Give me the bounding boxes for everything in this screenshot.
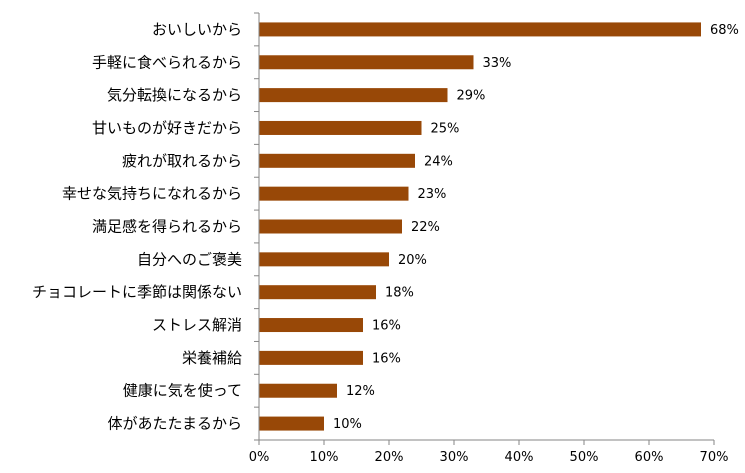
category-label: 手軽に食べられるから: [92, 53, 242, 71]
category-label: 健康に気を使って: [123, 382, 242, 400]
x-tick-label: 0%: [249, 450, 270, 465]
bar: [259, 22, 701, 37]
bar: [259, 350, 363, 365]
x-tick-label: 40%: [505, 450, 534, 465]
bar: [259, 252, 389, 267]
bar: [259, 55, 474, 70]
category-label: 疲れが取れるから: [122, 152, 242, 170]
bar: [259, 285, 376, 300]
value-label: 23%: [418, 187, 447, 202]
value-label: 29%: [457, 89, 486, 104]
bar: [259, 88, 448, 103]
value-label: 24%: [424, 154, 453, 169]
value-label: 18%: [385, 286, 414, 301]
x-tick-label: 70%: [700, 450, 729, 465]
category-label: ストレス解消: [152, 316, 242, 334]
bar: [259, 120, 422, 135]
axes: おいしいから手軽に食べられるから気分転換になるから甘いものが好きだから疲れが取れ…: [32, 12, 729, 465]
bar: [259, 318, 363, 333]
category-label: 甘いものが好きだから: [92, 119, 242, 137]
value-label: 10%: [333, 417, 362, 432]
value-label: 33%: [483, 56, 512, 71]
category-label: 幸せな気持ちになれるから: [62, 185, 242, 203]
x-tick-label: 20%: [375, 450, 404, 465]
category-label: 気分転換になるから: [107, 86, 242, 104]
value-label: 25%: [431, 121, 460, 136]
value-label: 68%: [710, 23, 739, 38]
value-label: 20%: [398, 253, 427, 268]
bar: [259, 153, 415, 168]
bar: [259, 383, 337, 398]
x-tick-label: 50%: [570, 450, 599, 465]
x-tick-label: 30%: [440, 450, 469, 465]
bars: 68% 33% 29% 25% 24% 23% 22% 20% 18% 16% 16% 12% 10%: [259, 22, 739, 432]
value-label: 12%: [346, 384, 375, 399]
category-label: 体があたたまるから: [107, 415, 242, 433]
value-label: 16%: [372, 319, 401, 334]
bar: [259, 186, 409, 201]
value-label: 22%: [411, 220, 440, 235]
category-label: おいしいから: [152, 20, 242, 38]
category-label: 栄養補給: [182, 349, 242, 367]
bar: [259, 219, 402, 234]
category-label: チョコレートに季節は関係ない: [32, 283, 242, 301]
bar: [259, 416, 324, 431]
x-tick-label: 60%: [635, 450, 664, 465]
category-label: 満足感を得られるから: [92, 218, 242, 236]
value-label: 16%: [372, 351, 401, 366]
category-label: 自分へのご褒美: [137, 250, 242, 268]
x-tick-label: 10%: [310, 450, 339, 465]
